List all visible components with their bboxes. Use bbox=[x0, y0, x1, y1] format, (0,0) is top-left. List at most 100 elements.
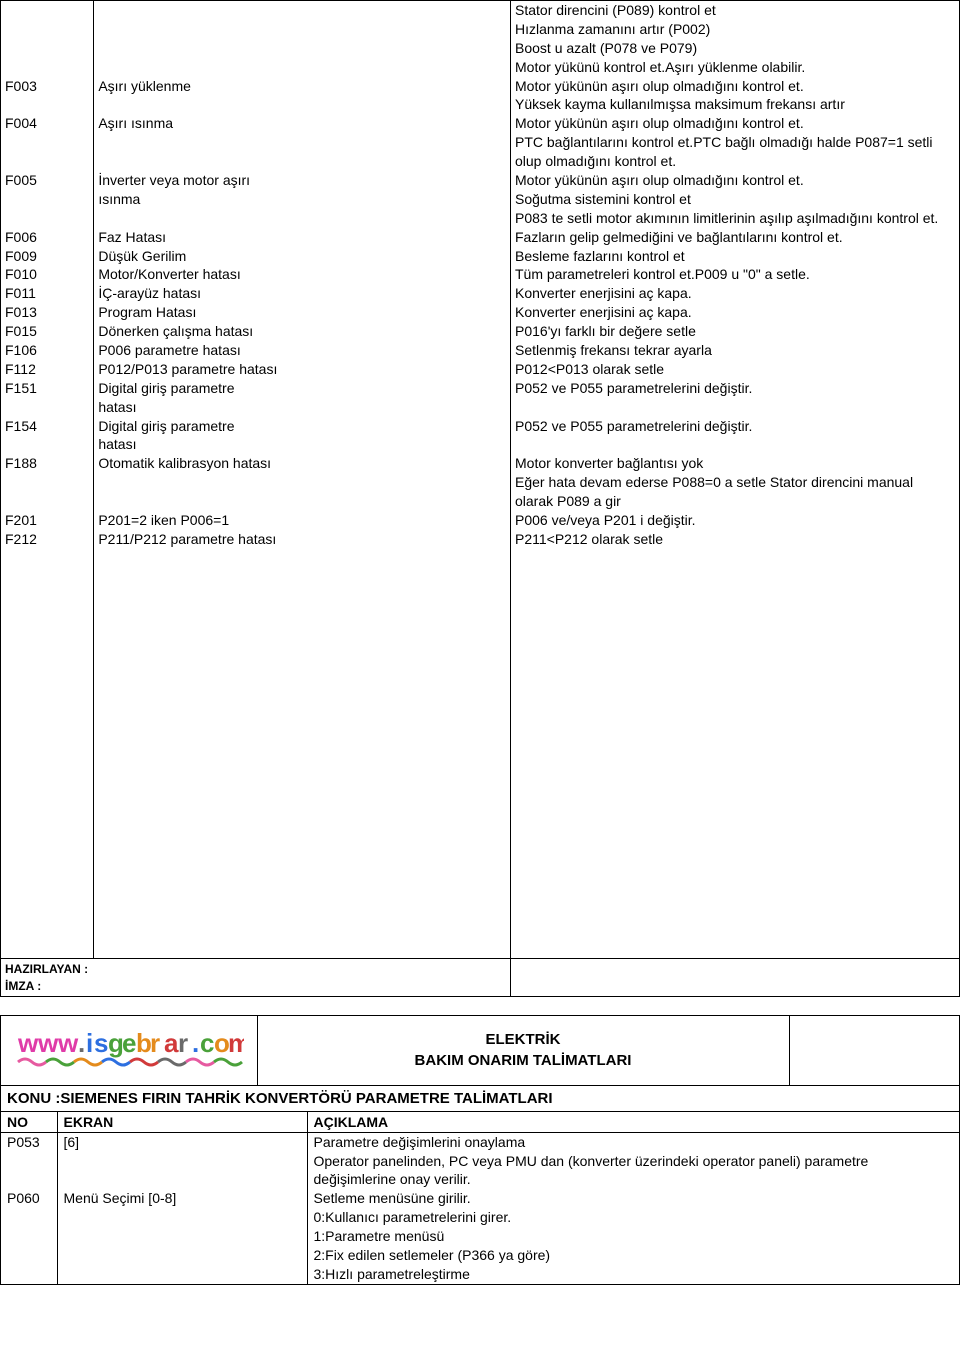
param-desc-cell: 3:Hızlı parametreleştirme bbox=[307, 1265, 959, 1284]
param-ekran-cell bbox=[57, 1227, 307, 1246]
fault-name-cell bbox=[94, 1, 511, 20]
fault-desc-cell: Motor yükünü kontrol et.Aşırı yüklenme o… bbox=[511, 58, 960, 77]
fault-name-cell: hatası bbox=[94, 398, 511, 417]
header-blank bbox=[789, 1016, 959, 1086]
fault-name-cell: Dönerken çalışma hatası bbox=[94, 322, 511, 341]
fault-desc-cell: PTC bağlantılarını kontrol et.PTC bağlı … bbox=[511, 133, 960, 171]
svg-text:w: w bbox=[37, 1028, 59, 1058]
fault-code-cell bbox=[1, 1, 94, 20]
fault-name-cell: Faz Hatası bbox=[94, 228, 511, 247]
param-ekran-cell bbox=[57, 1208, 307, 1227]
fault-desc-cell: Tüm parametreleri kontrol et.P009 u "0" … bbox=[511, 265, 960, 284]
fault-code-cell: F005 bbox=[1, 171, 94, 190]
fault-name-cell bbox=[94, 39, 511, 58]
fault-desc-cell: P016'yı farklı bir değere setle bbox=[511, 322, 960, 341]
fault-desc-cell: Setlenmiş frekansı tekrar ayarla bbox=[511, 341, 960, 360]
fault-name-cell: P006 parametre hatası bbox=[94, 341, 511, 360]
svg-text:.: . bbox=[192, 1028, 199, 1058]
fault-desc-cell: P052 ve P055 parametrelerini değiştir. bbox=[511, 417, 960, 436]
footer-hazirlayan: HAZIRLAYAN :İMZA : bbox=[1, 959, 511, 996]
fault-desc-cell: P083 te setli motor akımının limitlerini… bbox=[511, 209, 960, 228]
fault-code-cell: F015 bbox=[1, 322, 94, 341]
fault-name-cell: Aşırı yüklenme bbox=[94, 77, 511, 96]
param-ekran-cell bbox=[57, 1152, 307, 1190]
fault-code-cell bbox=[1, 435, 94, 454]
fault-spacer bbox=[511, 549, 960, 959]
fault-name-cell: Digital giriş parametre bbox=[94, 417, 511, 436]
fault-desc-cell: Motor konverter bağlantısı yok bbox=[511, 454, 960, 473]
fault-name-cell bbox=[94, 95, 511, 114]
fault-spacer bbox=[1, 549, 94, 959]
fault-name-cell bbox=[94, 473, 511, 511]
fault-desc-cell: P052 ve P055 parametrelerini değiştir. bbox=[511, 379, 960, 398]
fault-code-cell bbox=[1, 209, 94, 228]
param-ekran-cell bbox=[57, 1265, 307, 1284]
fault-name-cell: İnverter veya motor aşırı bbox=[94, 171, 511, 190]
svg-text:r: r bbox=[150, 1028, 160, 1058]
fault-name-cell bbox=[94, 133, 511, 171]
fault-code-cell: F154 bbox=[1, 417, 94, 436]
fault-code-cell: F188 bbox=[1, 454, 94, 473]
svg-text:i: i bbox=[86, 1028, 93, 1058]
fault-desc-cell bbox=[511, 398, 960, 417]
fault-desc-cell: Fazların gelip gelmediğini ve bağlantıla… bbox=[511, 228, 960, 247]
fault-name-cell: Aşırı ısınma bbox=[94, 114, 511, 133]
param-ekran-cell bbox=[57, 1246, 307, 1265]
fault-code-cell: F010 bbox=[1, 265, 94, 284]
fault-name-cell bbox=[94, 58, 511, 77]
fault-code-cell: F011 bbox=[1, 284, 94, 303]
param-table: P053[6]Parametre değişimlerini onaylamaO… bbox=[1, 1133, 959, 1284]
fault-desc-cell: P012<P013 olarak setle bbox=[511, 360, 960, 379]
fault-name-cell: Motor/Konverter hatası bbox=[94, 265, 511, 284]
fault-table: Stator direncini (P089) kontrol etHızlan… bbox=[0, 0, 960, 997]
fault-code-cell bbox=[1, 190, 94, 209]
title-line2: BAKIM ONARIM TALİMATLARI bbox=[264, 1050, 783, 1071]
svg-text:.: . bbox=[78, 1028, 85, 1058]
fault-desc-cell: Motor yükünün aşırı olup olmadığını kont… bbox=[511, 171, 960, 190]
fault-code-cell: F003 bbox=[1, 77, 94, 96]
fault-desc-cell: Eğer hata devam ederse P088=0 a setle St… bbox=[511, 473, 960, 511]
svg-text:w: w bbox=[17, 1028, 39, 1058]
fault-desc-cell: Hızlanma zamanını artır (P002) bbox=[511, 20, 960, 39]
konu-table: KONU :SIEMENES FIRIN TAHRİK KONVERTÖRÜ P… bbox=[1, 1086, 959, 1133]
svg-text:s: s bbox=[94, 1028, 108, 1058]
section2: www.isgebrar.com ELEKTRİK BAKIM ONARIM T… bbox=[0, 1015, 960, 1285]
fault-desc-cell: Boost u azalt (P078 ve P079) bbox=[511, 39, 960, 58]
param-desc-cell: 2:Fix edilen setlemeler (P366 ya göre) bbox=[307, 1246, 959, 1265]
param-no-cell bbox=[1, 1152, 57, 1190]
fault-name-cell: İÇ-arayüz hatası bbox=[94, 284, 511, 303]
param-ekran-cell: Menü Seçimi [0-8] bbox=[57, 1189, 307, 1208]
fault-name-cell: Digital giriş parametre bbox=[94, 379, 511, 398]
fault-code-cell bbox=[1, 95, 94, 114]
fault-name-cell bbox=[94, 209, 511, 228]
title-line1: ELEKTRİK bbox=[264, 1029, 783, 1050]
param-no-cell bbox=[1, 1246, 57, 1265]
param-no-cell bbox=[1, 1227, 57, 1246]
section2-title: ELEKTRİK BAKIM ONARIM TALİMATLARI bbox=[257, 1016, 789, 1086]
fault-desc-cell bbox=[511, 435, 960, 454]
fault-desc-cell: Konverter enerjisini aç kapa. bbox=[511, 303, 960, 322]
fault-code-cell: F112 bbox=[1, 360, 94, 379]
fault-code-cell bbox=[1, 398, 94, 417]
fault-name-cell: hatası bbox=[94, 435, 511, 454]
konu-text: KONU :SIEMENES FIRIN TAHRİK KONVERTÖRÜ P… bbox=[1, 1086, 959, 1112]
fault-name-cell: Otomatik kalibrasyon hatası bbox=[94, 454, 511, 473]
fault-code-cell bbox=[1, 133, 94, 171]
fault-code-cell: F013 bbox=[1, 303, 94, 322]
fault-name-cell: P012/P013 parametre hatası bbox=[94, 360, 511, 379]
fault-desc-cell: Besleme fazlarını kontrol et bbox=[511, 247, 960, 266]
fault-desc-cell: P006 ve/veya P201 i değiştir. bbox=[511, 511, 960, 530]
head-aciklama: AÇIKLAMA bbox=[307, 1111, 959, 1132]
logo-cell: www.isgebrar.com bbox=[1, 1016, 257, 1086]
param-no-cell: P060 bbox=[1, 1189, 57, 1208]
svg-text:w: w bbox=[57, 1028, 79, 1058]
fault-desc-cell: P211<P212 olarak setle bbox=[511, 530, 960, 549]
param-desc-cell: 0:Kullanıcı parametrelerini girer. bbox=[307, 1208, 959, 1227]
fault-code-cell bbox=[1, 58, 94, 77]
param-desc-cell: 1:Parametre menüsü bbox=[307, 1227, 959, 1246]
fault-name-cell: Program Hatası bbox=[94, 303, 511, 322]
param-no-cell bbox=[1, 1265, 57, 1284]
svg-text:e: e bbox=[122, 1028, 136, 1058]
fault-code-cell bbox=[1, 473, 94, 511]
fault-code-cell: F004 bbox=[1, 114, 94, 133]
